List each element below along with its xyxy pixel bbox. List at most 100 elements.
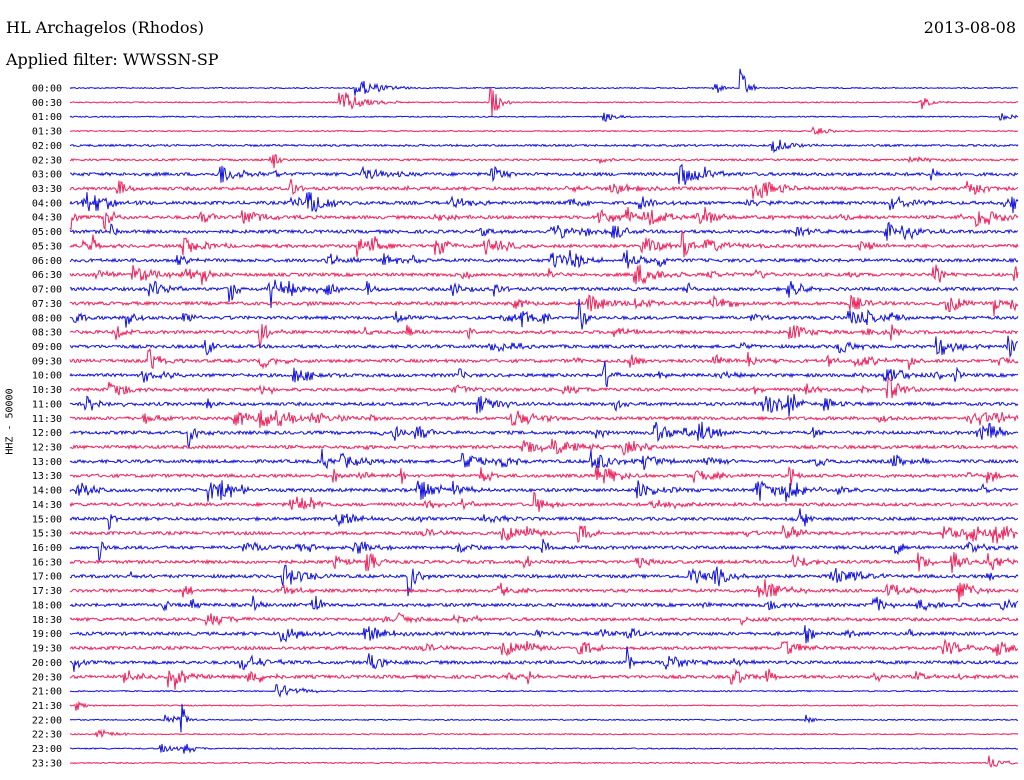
trace-time-label: 07:00 (32, 285, 62, 296)
seismic-traces (69, 68, 1019, 769)
trace-time-label: 11:30 (32, 414, 62, 425)
seismic-trace (69, 538, 1019, 562)
seismic-trace (69, 491, 1019, 512)
seismic-trace (69, 154, 1019, 169)
seismic-trace (69, 394, 1019, 417)
trace-time-label: 07:30 (32, 299, 62, 310)
trace-time-label: 20:00 (32, 658, 62, 669)
trace-time-label: 16:00 (32, 543, 62, 554)
trace-time-label: 23:30 (32, 758, 62, 769)
seismic-trace (69, 700, 1019, 711)
trace-time-label: 15:30 (32, 529, 62, 540)
seismic-trace (69, 448, 1019, 471)
trace-time-label: 12:30 (32, 443, 62, 454)
trace-time-label: 17:30 (32, 586, 62, 597)
seismic-trace (69, 612, 1019, 627)
trace-time-label: 14:30 (32, 500, 62, 511)
trace-time-label: 10:30 (32, 385, 62, 396)
seismic-trace (69, 564, 1019, 597)
time-labels: 00:00 00:30 01:00 01:30 02:00 02:30 03:00 03:30… (32, 84, 62, 770)
trace-time-label: 18:30 (32, 615, 62, 626)
filter-label: Applied filter: WWSSN-SP (6, 50, 219, 69)
trace-time-label: 04:00 (32, 198, 62, 209)
seismic-trace (69, 126, 1019, 136)
seismic-trace (69, 221, 1019, 241)
trace-time-label: 00:00 (32, 84, 62, 95)
trace-time-label: 19:00 (32, 629, 62, 640)
seismic-trace (69, 684, 1019, 698)
seismic-trace (69, 755, 1019, 769)
seismic-trace (69, 324, 1019, 348)
seismic-trace (69, 552, 1019, 573)
seismic-trace (69, 703, 1019, 733)
trace-time-label: 03:30 (32, 184, 62, 195)
trace-time-label: 19:30 (32, 644, 62, 655)
trace-time-label: 17:00 (32, 572, 62, 583)
seismic-trace (69, 250, 1019, 269)
seismic-trace (69, 508, 1019, 531)
trace-time-label: 00:30 (32, 98, 62, 109)
seismic-trace (69, 163, 1019, 186)
trace-time-label: 09:00 (32, 342, 62, 353)
trace-time-label: 20:30 (32, 672, 62, 683)
seismic-trace (69, 298, 1019, 330)
seismic-trace (69, 410, 1019, 428)
seismic-trace (69, 294, 1019, 317)
seismic-trace (69, 466, 1019, 486)
seismic-trace (69, 178, 1019, 199)
trace-time-label: 22:00 (32, 715, 62, 726)
seismic-trace (69, 360, 1019, 388)
seismic-trace (69, 525, 1019, 544)
trace-time-label: 05:00 (32, 227, 62, 238)
seismic-trace (69, 668, 1019, 690)
station-title: HL Archagelos (Rhodos) (6, 18, 204, 37)
trace-time-label: 16:30 (32, 557, 62, 568)
trace-time-label: 02:00 (32, 141, 62, 152)
seismic-trace (69, 421, 1019, 450)
seismic-trace (69, 348, 1019, 370)
seismic-trace (69, 112, 1019, 122)
trace-time-label: 22:30 (32, 730, 62, 741)
trace-time-label: 02:30 (32, 155, 62, 166)
trace-time-label: 21:30 (32, 701, 62, 712)
date-label: 2013-08-08 (923, 18, 1016, 37)
trace-time-label: 01:00 (32, 112, 62, 123)
seismic-trace (69, 88, 1019, 117)
seismic-trace (69, 335, 1019, 359)
trace-time-label: 11:00 (32, 399, 62, 410)
trace-time-label: 03:00 (32, 170, 62, 181)
seismic-trace (69, 191, 1019, 214)
seismic-trace (69, 743, 1019, 754)
seismic-trace (69, 438, 1019, 457)
trace-time-label: 10:00 (32, 371, 62, 382)
trace-time-label: 15:00 (32, 514, 62, 525)
seismic-trace (69, 480, 1019, 502)
seismic-trace (69, 646, 1019, 672)
trace-time-label: 21:00 (32, 687, 62, 698)
trace-time-label: 01:30 (32, 127, 62, 138)
seismic-trace (69, 625, 1019, 644)
seismic-trace (69, 638, 1019, 657)
trace-time-label: 09:30 (32, 356, 62, 367)
trace-time-label: 06:00 (32, 256, 62, 267)
seismic-trace (69, 595, 1019, 612)
trace-time-label: 14:00 (32, 486, 62, 497)
seismic-trace (69, 229, 1019, 258)
trace-time-label: 08:30 (32, 328, 62, 339)
seismic-trace (69, 264, 1019, 285)
trace-time-label: 05:30 (32, 241, 62, 252)
seismic-trace (69, 579, 1019, 603)
trace-time-label: 04:30 (32, 213, 62, 224)
trace-time-label: 23:00 (32, 744, 62, 755)
seismic-trace (69, 139, 1019, 154)
seismic-trace (69, 376, 1019, 399)
trace-time-label: 12:00 (32, 428, 62, 439)
trace-time-label: 06:30 (32, 270, 62, 281)
trace-time-label: 13:00 (32, 457, 62, 468)
seismic-trace (69, 728, 1019, 739)
trace-time-label: 13:30 (32, 471, 62, 482)
seismic-trace (69, 68, 1019, 96)
trace-time-label: 18:00 (32, 600, 62, 611)
trace-time-label: 08:00 (32, 313, 62, 324)
